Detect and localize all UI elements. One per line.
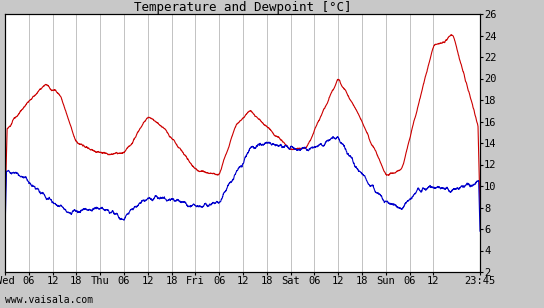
- Title: Temperature and Dewpoint [°C]: Temperature and Dewpoint [°C]: [134, 1, 351, 14]
- Text: www.vaisala.com: www.vaisala.com: [5, 295, 93, 305]
